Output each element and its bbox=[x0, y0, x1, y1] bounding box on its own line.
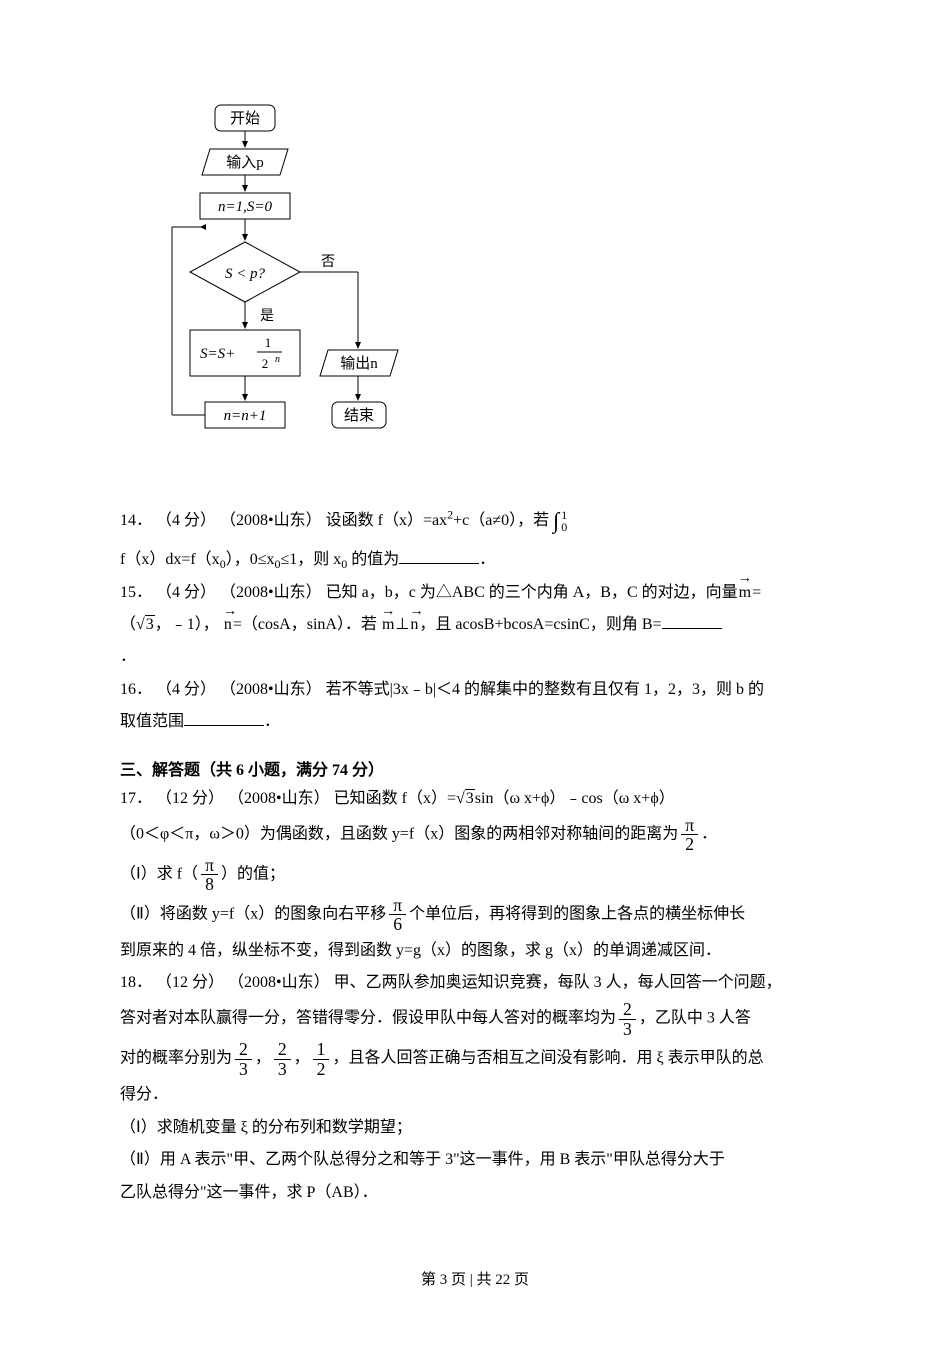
fc-no-label: 否 bbox=[321, 255, 335, 270]
vector-n2-icon: n bbox=[409, 610, 419, 640]
q18-line3: 对的概率分别为23，23，12，且各人回答正确与否相互之间没有影响．用 ξ 表示… bbox=[120, 1040, 830, 1078]
fc-start-label: 开始 bbox=[230, 110, 260, 127]
q18-line1: 18． （12 分） （2008•山东） 甲、乙两队参加奥运知识竞赛，每队 3 … bbox=[120, 968, 830, 998]
q14-num: 14． bbox=[120, 512, 152, 529]
q17-pts: （12 分） bbox=[156, 790, 224, 807]
q16-pts: （4 分） bbox=[156, 681, 216, 698]
q18-frac-23a: 23 bbox=[619, 1000, 636, 1038]
q18-line2: 答对者对本队赢得一分，答错得零分．假设甲队中每人答对的概率均为23，乙队中 3 … bbox=[120, 1000, 830, 1038]
page-footer: 第 3 页 | 共 22 页 bbox=[120, 1268, 830, 1329]
q14-intlimits: 10 bbox=[561, 509, 567, 533]
page-content: 开始 输入p n=1,S=0 S < p? 否 是 bbox=[0, 0, 950, 1369]
q18-part2a: （Ⅱ）用 A 表示"甲、乙两个队总得分之和等于 3"这一事件，用 B 表示"甲队… bbox=[120, 1145, 830, 1175]
vector-m-icon: m bbox=[738, 578, 752, 608]
q15-pts: （4 分） bbox=[156, 584, 216, 601]
q18-frac-12: 12 bbox=[313, 1040, 330, 1078]
q17-frac-pi6: π6 bbox=[389, 896, 406, 934]
fc-init-label: n=1,S=0 bbox=[218, 199, 272, 215]
q17-frac-pi2: π2 bbox=[681, 816, 698, 854]
q18-part1: （Ⅰ）求随机变量 ξ 的分布列和数学期望； bbox=[120, 1113, 830, 1143]
fc-update-den: 2 bbox=[262, 356, 269, 371]
q18-line4: 得分． bbox=[120, 1080, 830, 1110]
q17-part2b: 到原来的 4 倍，纵坐标不变，得到函数 y=g（x）的图象，求 g（x）的单调递… bbox=[120, 936, 830, 966]
fc-end-label: 结束 bbox=[344, 407, 374, 424]
q14-t1: 设函数 f（x）=ax bbox=[326, 512, 447, 529]
q18-frac-23c: 23 bbox=[274, 1040, 291, 1078]
q14-line1: 14． （4 分） （2008•山东） 设函数 f（x）=ax2+c（a≠0），… bbox=[120, 500, 830, 543]
q18-part2b: 乙队总得分"这一事件，求 P（AB）． bbox=[120, 1178, 830, 1208]
q18-frac-23b: 23 bbox=[235, 1040, 252, 1078]
fc-update-num: 1 bbox=[265, 335, 272, 350]
q18-src: （2008•山东） bbox=[228, 974, 330, 991]
fc-yes-label: 是 bbox=[260, 309, 274, 324]
q14-pts: （4 分） bbox=[156, 512, 216, 529]
vector-n-icon: n bbox=[223, 610, 233, 640]
q16-blank bbox=[184, 709, 264, 726]
q17-line2: （0＜φ＜π，ω＞0）为偶函数，且函数 y=f（x）图象的两相邻对称轴间的距离为… bbox=[120, 816, 830, 854]
section3-title: 三、解答题（共 6 小题，满分 74 分） bbox=[120, 756, 830, 780]
q17-line1: 17． （12 分） （2008•山东） 已知函数 f（x）=√3sin（ω x… bbox=[120, 784, 830, 814]
q15-blank bbox=[662, 612, 722, 629]
q14-src: （2008•山东） bbox=[220, 512, 322, 529]
q17-part2a: （Ⅱ）将函数 y=f（x）的图象向右平移π6个单位后，再将得到的图象上各点的横坐… bbox=[120, 896, 830, 934]
q17-num: 17． bbox=[120, 790, 152, 807]
q16-src: （2008•山东） bbox=[220, 681, 322, 698]
q16-num: 16． bbox=[120, 681, 152, 698]
q18-pts: （12 分） bbox=[156, 974, 224, 991]
fc-inc-label: n=n+1 bbox=[224, 408, 267, 424]
q17-frac-pi8: π8 bbox=[201, 856, 218, 894]
q16-line2: 取值范围． bbox=[120, 707, 830, 737]
flowchart-figure: 开始 输入p n=1,S=0 S < p? 否 是 bbox=[160, 100, 830, 470]
q15-src: （2008•山东） bbox=[220, 584, 322, 601]
q15-line2: （√3，﹣1）， n=（cosA，sinA）．若 m⊥n，且 acosB+bco… bbox=[120, 610, 830, 640]
q15-line3: ． bbox=[120, 642, 830, 672]
vector-m2-icon: m bbox=[381, 610, 395, 640]
fc-cond-label: S < p? bbox=[225, 266, 266, 282]
q18-num: 18． bbox=[120, 974, 152, 991]
fc-update-exp: n bbox=[275, 354, 280, 365]
q14-blank bbox=[399, 547, 479, 564]
q14-t2: +c（a≠0），若 bbox=[453, 512, 553, 529]
integral-icon: ∫ bbox=[553, 508, 559, 533]
q15-num: 15． bbox=[120, 584, 152, 601]
fc-input-label: 输入p bbox=[226, 154, 264, 171]
q16-line1: 16． （4 分） （2008•山东） 若不等式|3x﹣b|＜4 的解集中的整数… bbox=[120, 675, 830, 705]
q14-line2: f（x）dx=f（x0），0≤x0≤1，则 x0 的值为． bbox=[120, 545, 830, 576]
q17-src: （2008•山东） bbox=[228, 790, 330, 807]
fc-update-prefix: S=S+ bbox=[200, 346, 235, 362]
fc-output-label: 输出n bbox=[340, 355, 378, 372]
q17-part1: （Ⅰ）求 f（π8）的值； bbox=[120, 856, 830, 894]
